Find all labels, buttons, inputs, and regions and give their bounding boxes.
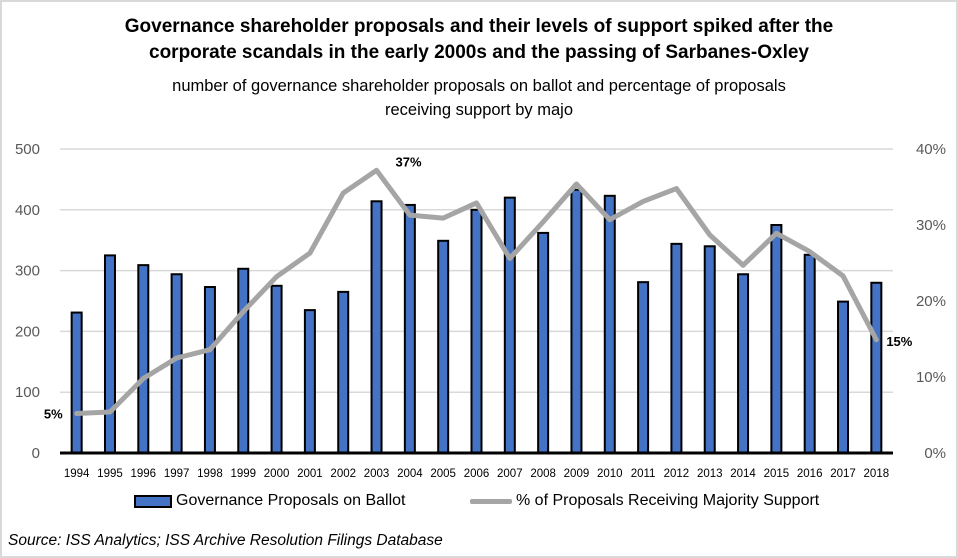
bar (737, 273, 750, 454)
x-tick-label: 1998 (197, 468, 223, 480)
bar (770, 224, 783, 454)
bar (603, 194, 616, 454)
x-tick-label: 2003 (364, 468, 390, 480)
bar (470, 208, 483, 454)
x-tick-label: 1997 (164, 468, 190, 480)
x-tick-label: 2016 (797, 468, 823, 480)
x-tick-label: 2001 (297, 468, 323, 480)
line-series (74, 167, 879, 416)
x-tick-label: 2012 (664, 468, 690, 480)
data-labels: 5% 37% 15% (44, 154, 913, 421)
right-tick-label: 40% (916, 141, 946, 158)
bar (337, 290, 350, 454)
bar (303, 309, 316, 454)
bar (270, 284, 283, 454)
right-tick-label: 20% (916, 293, 946, 310)
bar (570, 188, 583, 454)
x-axis: 1994 1995 1996 1997 1998 1999 2000 2001 2002 2003… (64, 468, 889, 480)
chart-subtitle-line-1: number of governance shareholder proposa… (172, 77, 786, 95)
data-label: 5% (44, 406, 63, 421)
x-tick-label: 2007 (497, 468, 523, 480)
bar (203, 286, 216, 454)
left-tick-label: 200 (15, 323, 40, 340)
legend-item-line[interactable]: % of Proposals Receiving Majority Suppor… (470, 492, 819, 510)
right-tick-label: 10% (916, 369, 946, 386)
bar (870, 281, 883, 455)
bar-series (70, 188, 883, 455)
left-tick-label: 500 (15, 141, 40, 158)
legend: Governance Proposals on Ballot % of Prop… (0, 492, 958, 516)
x-tick-label: 2002 (330, 468, 356, 480)
x-tick-label: 1994 (64, 468, 90, 480)
bar (103, 254, 116, 454)
x-tick-label: 2008 (530, 468, 556, 480)
chart-title-line-2: corporate scandals in the early 2000s an… (149, 42, 809, 63)
bar (370, 200, 383, 454)
chart-title-line-1: Governance shareholder proposals and the… (124, 16, 834, 37)
bar (637, 281, 650, 455)
bar (237, 267, 250, 454)
x-tick-label: 2005 (430, 468, 456, 480)
left-tick-label: 400 (15, 202, 40, 219)
bar (437, 239, 450, 454)
x-tick-label: 2004 (397, 468, 423, 480)
bar (703, 245, 716, 454)
x-tick-label: 2014 (730, 468, 756, 480)
bar (670, 242, 683, 454)
left-tick-label: 300 (15, 263, 40, 280)
x-tick-label: 1999 (230, 468, 256, 480)
x-tick-label: 1996 (131, 468, 157, 480)
chart-subtitle-line-2: receiving support by majo (384, 101, 573, 119)
bar (503, 196, 516, 454)
right-axis: 0% 10% 20% 30% 40% (916, 141, 946, 462)
data-label: 37% (396, 154, 422, 169)
left-axis: 0 100 200 300 400 500 (15, 141, 40, 462)
x-tick-label: 2010 (597, 468, 623, 480)
bar (403, 203, 416, 454)
legend-item-bars[interactable]: Governance Proposals on Ballot (134, 492, 405, 510)
x-tick-label: 2006 (464, 468, 490, 480)
right-tick-label: 30% (916, 217, 946, 234)
bar (70, 311, 83, 454)
bar (803, 253, 816, 454)
legend-label-bars: Governance Proposals on Ballot (176, 492, 406, 509)
left-tick-label: 100 (15, 384, 40, 401)
bar (537, 231, 550, 454)
x-tick-label: 2018 (864, 468, 890, 480)
chart-title: Governance shareholder proposals and the… (0, 14, 958, 66)
source-note: Source: ISS Analytics; ISS Archive Resol… (8, 532, 443, 549)
right-tick-label: 0% (924, 445, 946, 462)
bar (170, 273, 183, 454)
x-tick-label: 2015 (764, 468, 790, 480)
x-tick-label: 2000 (264, 468, 290, 480)
bar (837, 300, 850, 454)
bar (137, 264, 150, 454)
data-label: 15% (886, 334, 912, 349)
chart-subtitle: number of governance shareholder proposa… (0, 74, 958, 122)
x-tick-label: 2009 (564, 468, 590, 480)
x-tick-label: 2011 (631, 468, 656, 480)
left-tick-label: 0 (32, 445, 40, 462)
x-tick-label: 2013 (697, 468, 723, 480)
legend-bar-swatch (134, 494, 172, 508)
legend-label-line: % of Proposals Receiving Majority Suppor… (516, 492, 820, 509)
legend-line-swatch (470, 498, 512, 504)
x-tick-label: 2017 (830, 468, 856, 480)
x-tick-label: 1995 (97, 468, 123, 480)
